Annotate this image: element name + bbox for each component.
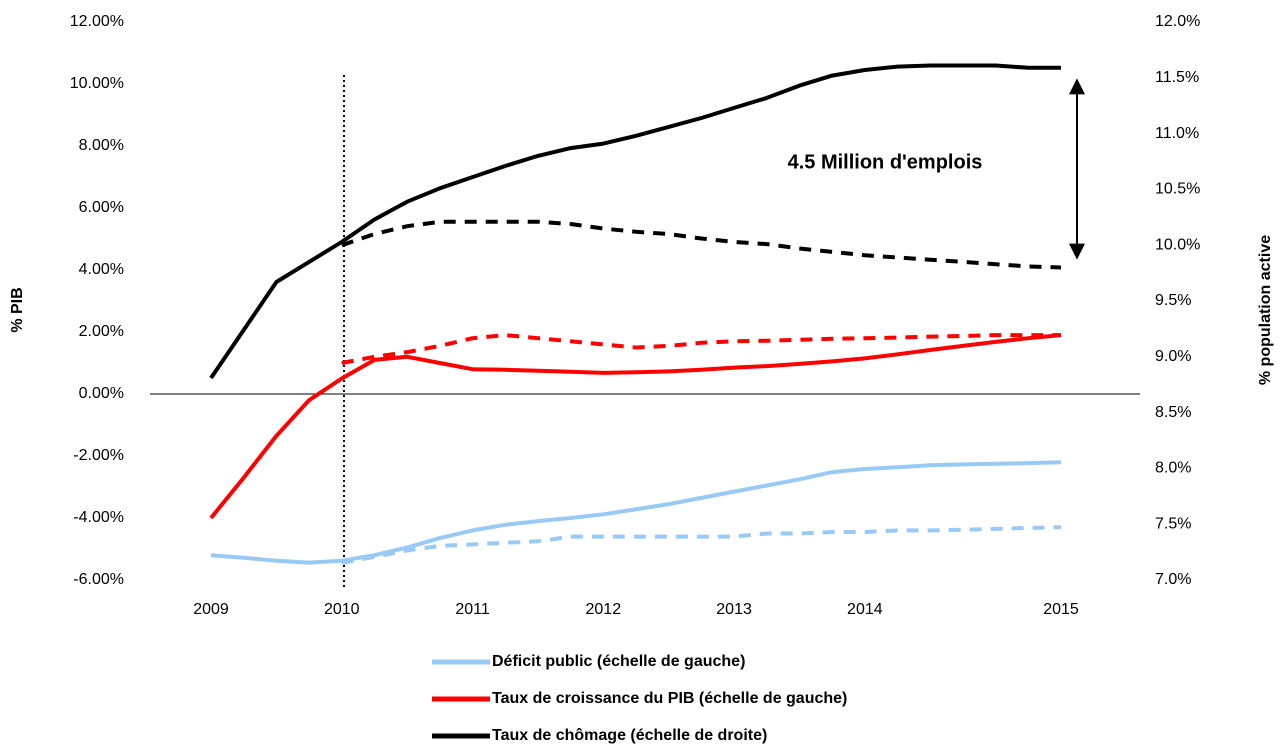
y-tick-label: 4.00% (79, 261, 124, 278)
dashed-line (341, 333, 1061, 365)
line (209, 333, 1062, 520)
y2-tick-label: 10.0% (1155, 236, 1200, 253)
legend-label: Taux de croissance du PIB (échelle de ga… (492, 690, 847, 707)
y2-tick-label: 7.5% (1155, 515, 1191, 532)
y2-tick-label: 8.5% (1155, 404, 1191, 421)
dashed-line (341, 525, 1062, 565)
x-tick-label: 2010 (324, 601, 360, 618)
y2-tick-label: 11.5% (1155, 69, 1199, 86)
x-tick-label: 2009 (193, 601, 229, 618)
y-tick-label: 12.00% (70, 13, 124, 30)
y2-tick-label: 9.5% (1155, 292, 1191, 309)
y-tick-label: -4.00% (73, 509, 124, 526)
x-tick-label: 2011 (455, 601, 490, 618)
x-tick-label: 2012 (586, 601, 622, 618)
y-tick-label: 10.00% (70, 75, 124, 92)
y-tick-label: -6.00% (73, 571, 124, 588)
x-tick-label: 2014 (847, 601, 883, 618)
y-tick-label: 0.00% (79, 385, 124, 402)
x-tick-label: 2013 (716, 601, 752, 618)
y-axis-label: % PIB (9, 287, 26, 332)
x-tick-label: 2015 (1043, 601, 1079, 618)
line (210, 460, 1062, 565)
y-tick-label: 2.00% (79, 323, 124, 340)
y2-axis-label: % population active (1257, 235, 1274, 385)
y2-tick-label: 10.5% (1155, 181, 1200, 198)
y-tick-label: 6.00% (79, 199, 124, 216)
legend-label: Déficit public (échelle de gauche) (492, 653, 745, 670)
y-tick-label: -2.00% (73, 447, 124, 464)
legend-label: Taux de chômage (échelle de droite) (492, 727, 767, 744)
y2-tick-label: 8.0% (1155, 460, 1191, 477)
y2-tick-label: 7.0% (1155, 571, 1191, 588)
y2-tick-label: 11.0% (1155, 125, 1199, 142)
y2-tick-label: 12.0% (1155, 13, 1200, 30)
dashed-line (341, 219, 1062, 270)
line (209, 63, 1061, 380)
y2-tick-label: 9.0% (1155, 348, 1191, 365)
y-tick-label: 8.00% (79, 137, 124, 154)
annotation: 4.5 Million d'emplois (788, 151, 983, 173)
